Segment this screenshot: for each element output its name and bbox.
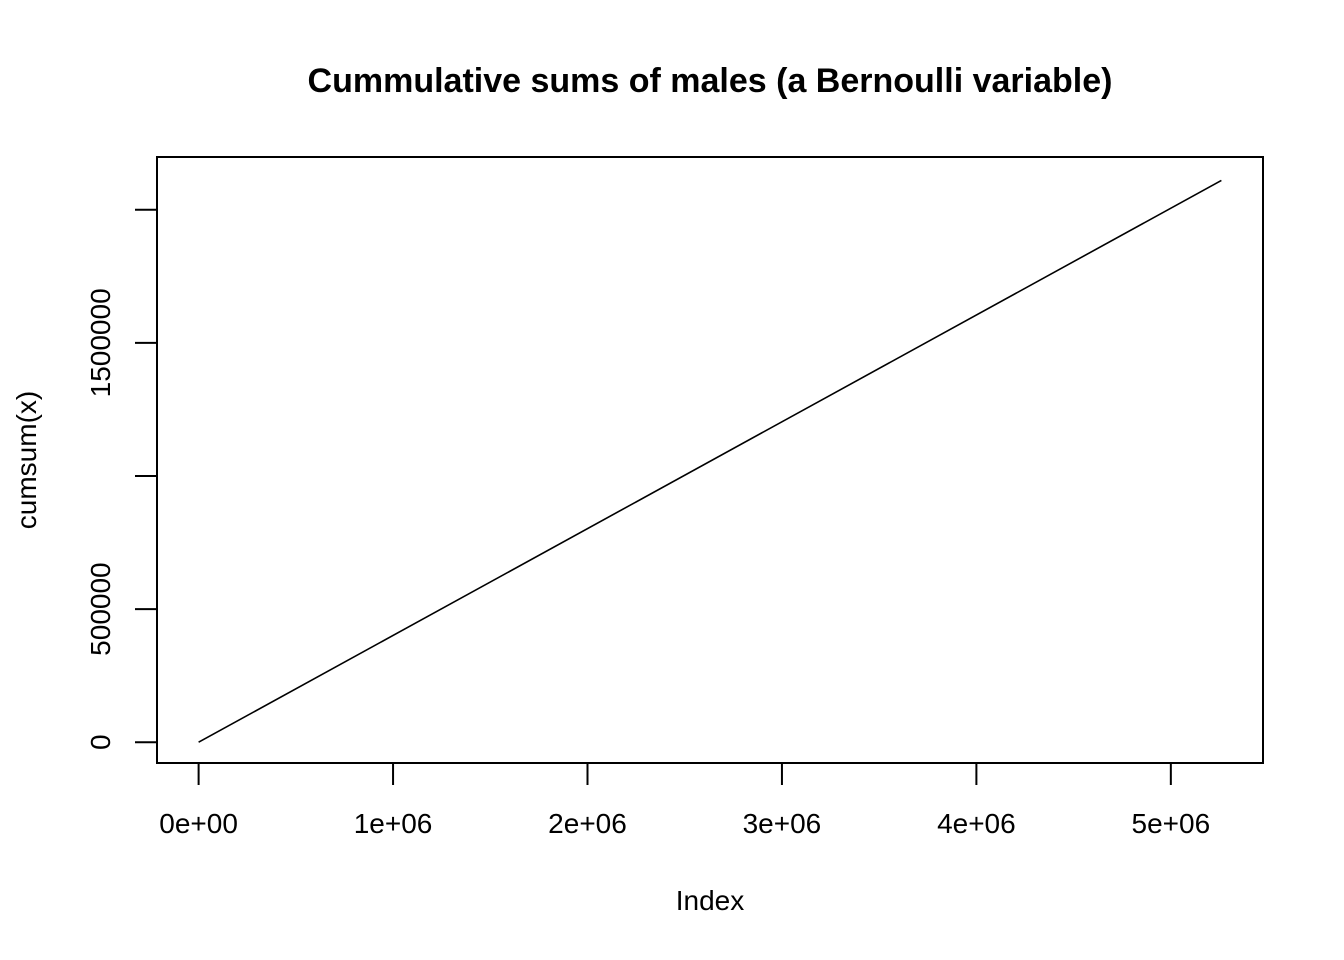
x-tick-label: 3e+06 — [743, 808, 822, 839]
x-tick-label: 1e+06 — [354, 808, 433, 839]
chart-title: Cummulative sums of males (a Bernoulli v… — [308, 62, 1113, 100]
series-layer — [198, 179, 1222, 743]
x-axis-label: Index — [676, 885, 745, 916]
y-axis: 0 500000 1500000 — [85, 208, 158, 750]
y-tick-label: 500000 — [85, 562, 116, 655]
x-tick-label: 0e+00 — [159, 808, 238, 839]
series-line — [198, 179, 1222, 743]
x-axis: 0e+00 1e+06 2e+06 3e+06 4e+06 5e+06 — [159, 762, 1211, 839]
x-tick-label: 4e+06 — [937, 808, 1016, 839]
y-tick-label: 1500000 — [85, 288, 116, 397]
x-tick-label: 2e+06 — [548, 808, 627, 839]
y-axis-label: cumsum(x) — [11, 391, 42, 529]
x-tick-label: 5e+06 — [1132, 808, 1211, 839]
y-tick-label: 0 — [85, 734, 116, 750]
